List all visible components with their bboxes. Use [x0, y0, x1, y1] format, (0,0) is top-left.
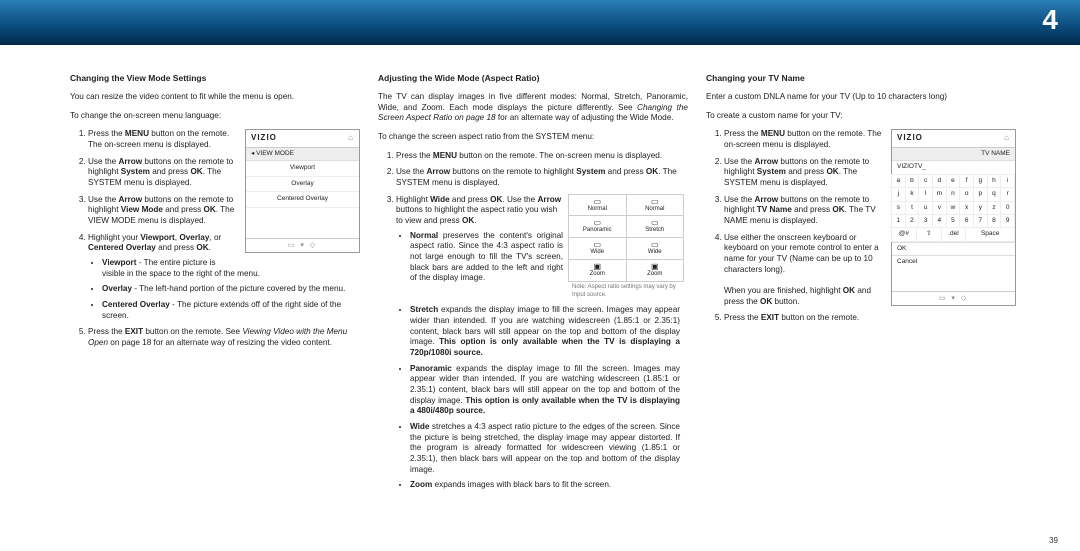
column-wide-mode: Adjusting the Wide Mode (Aspect Ratio) T…: [378, 73, 688, 497]
key: n: [946, 187, 961, 201]
key: 2: [905, 214, 920, 228]
step: ▭Normal▭Normal ▭Panoramic▭Stretch ▭Wide▭…: [396, 195, 688, 491]
key: t: [905, 201, 920, 215]
heading-tv-name: Changing your TV Name: [706, 73, 1016, 84]
key: k: [905, 187, 920, 201]
bullet: Centered Overlay - The picture extends o…: [102, 300, 356, 321]
aspect-note: Note: Aspect ratio settings may vary by …: [569, 282, 684, 302]
view-mode-menu-screenshot: VIZIO ⌂ ◂ VIEW MODE Viewport Overlay Cent…: [245, 129, 360, 252]
tv-name-input: VIZIOTV_: [892, 161, 1015, 174]
key: y: [973, 201, 988, 215]
menu-item: Centered Overlay: [246, 192, 359, 207]
bullet: Viewport - The entire picture is visible…: [102, 258, 356, 279]
aspect-ratio-diagram: ▭Normal▭Normal ▭Panoramic▭Stretch ▭Wide▭…: [569, 195, 684, 302]
key: s: [891, 201, 906, 215]
key: o: [959, 187, 974, 201]
mode: Zoom expands images with black bars to f…: [410, 480, 684, 491]
key: e: [946, 174, 961, 188]
heading-view-mode: Changing the View Mode Settings: [70, 73, 360, 84]
key: x: [959, 201, 974, 215]
step: Press the MENU button on the remote. The…: [396, 151, 688, 162]
key: g: [973, 174, 988, 188]
column-view-mode: Changing the View Mode Settings You can …: [70, 73, 360, 497]
key: b: [905, 174, 920, 188]
sub-bullets: Viewport - The entire picture is visible…: [88, 258, 356, 321]
steps-list: Press the MENU button on the remote. The…: [378, 151, 688, 491]
key: 3: [918, 214, 933, 228]
intro-text: Enter a custom DNLA name for your TV (Up…: [706, 92, 1016, 103]
heading-wide-mode: Adjusting the Wide Mode (Aspect Ratio): [378, 73, 688, 84]
key: a: [891, 174, 906, 188]
menu-brand: VIZIO: [897, 133, 923, 143]
page-header: 4: [0, 0, 1080, 45]
step: Use the Arrow buttons on the remote to h…: [396, 167, 688, 188]
nav-icons: ▭ ▾ ◇: [939, 295, 968, 302]
mode: Wide stretches a 4:3 aspect ratio pictur…: [410, 422, 684, 475]
home-icon: ⌂: [348, 133, 354, 143]
intro-text: The TV can display images in five differ…: [378, 92, 688, 124]
key: q: [987, 187, 1002, 201]
sub-text: To create a custom name for your TV:: [706, 111, 1016, 122]
key: 5: [946, 214, 961, 228]
key: p: [973, 187, 988, 201]
key: f: [959, 174, 974, 188]
menu-item: Viewport: [246, 161, 359, 176]
column-tv-name: Changing your TV Name Enter a custom DNL…: [706, 73, 1016, 497]
key: w: [946, 201, 961, 215]
key: 8: [987, 214, 1002, 228]
key: 6: [959, 214, 974, 228]
key: c: [918, 174, 933, 188]
ok-button: OK: [892, 242, 1015, 255]
mode: Panoramic expands the display image to f…: [410, 364, 684, 417]
bullet: Overlay - The left-hand portion of the p…: [102, 284, 356, 295]
home-icon: ⌂: [1004, 133, 1010, 143]
key: h: [987, 174, 1002, 188]
key: i: [1000, 174, 1015, 188]
key: 4: [932, 214, 947, 228]
sub-text: To change the screen aspect ratio from t…: [378, 132, 688, 143]
key: m: [932, 187, 947, 201]
key: j: [891, 187, 906, 201]
keyboard-sym-row: @#⇧.delSpace: [892, 228, 1015, 241]
key: z: [987, 201, 1002, 215]
key: 0: [1000, 201, 1015, 215]
key: v: [932, 201, 947, 215]
key: u: [918, 201, 933, 215]
key: 7: [973, 214, 988, 228]
step: Press the EXIT button on the remote. See…: [88, 327, 360, 348]
key: l: [918, 187, 933, 201]
mode: Stretch expands the display image to fil…: [410, 305, 684, 358]
page-number-footer: 39: [1049, 536, 1058, 545]
chapter-number: 4: [1042, 4, 1058, 36]
sub-text: To change the on-screen menu language:: [70, 111, 360, 122]
step: Press the EXIT button on the remote.: [724, 313, 1016, 324]
onscreen-keyboard: abcdefghi jklmnopqr stuvwxyz0 123456789: [892, 175, 1015, 229]
intro-text: You can resize the video content to fit …: [70, 92, 360, 103]
key: d: [932, 174, 947, 188]
menu-brand: VIZIO: [251, 133, 277, 143]
menu-section: ◂ VIEW MODE: [251, 150, 294, 157]
menu-section: TV NAME: [981, 150, 1010, 157]
cancel-button: Cancel: [892, 255, 1015, 268]
menu-item: Overlay: [246, 177, 359, 192]
key: 9: [1000, 214, 1015, 228]
key: 1: [891, 214, 906, 228]
page-content: Changing the View Mode Settings You can …: [0, 45, 1080, 507]
tv-name-menu-screenshot: VIZIO ⌂ TV NAME VIZIOTV_ abcdefghi jklmnop…: [891, 129, 1016, 305]
key: r: [1000, 187, 1015, 201]
nav-icons: ▭ ▾ ◇: [288, 242, 317, 249]
